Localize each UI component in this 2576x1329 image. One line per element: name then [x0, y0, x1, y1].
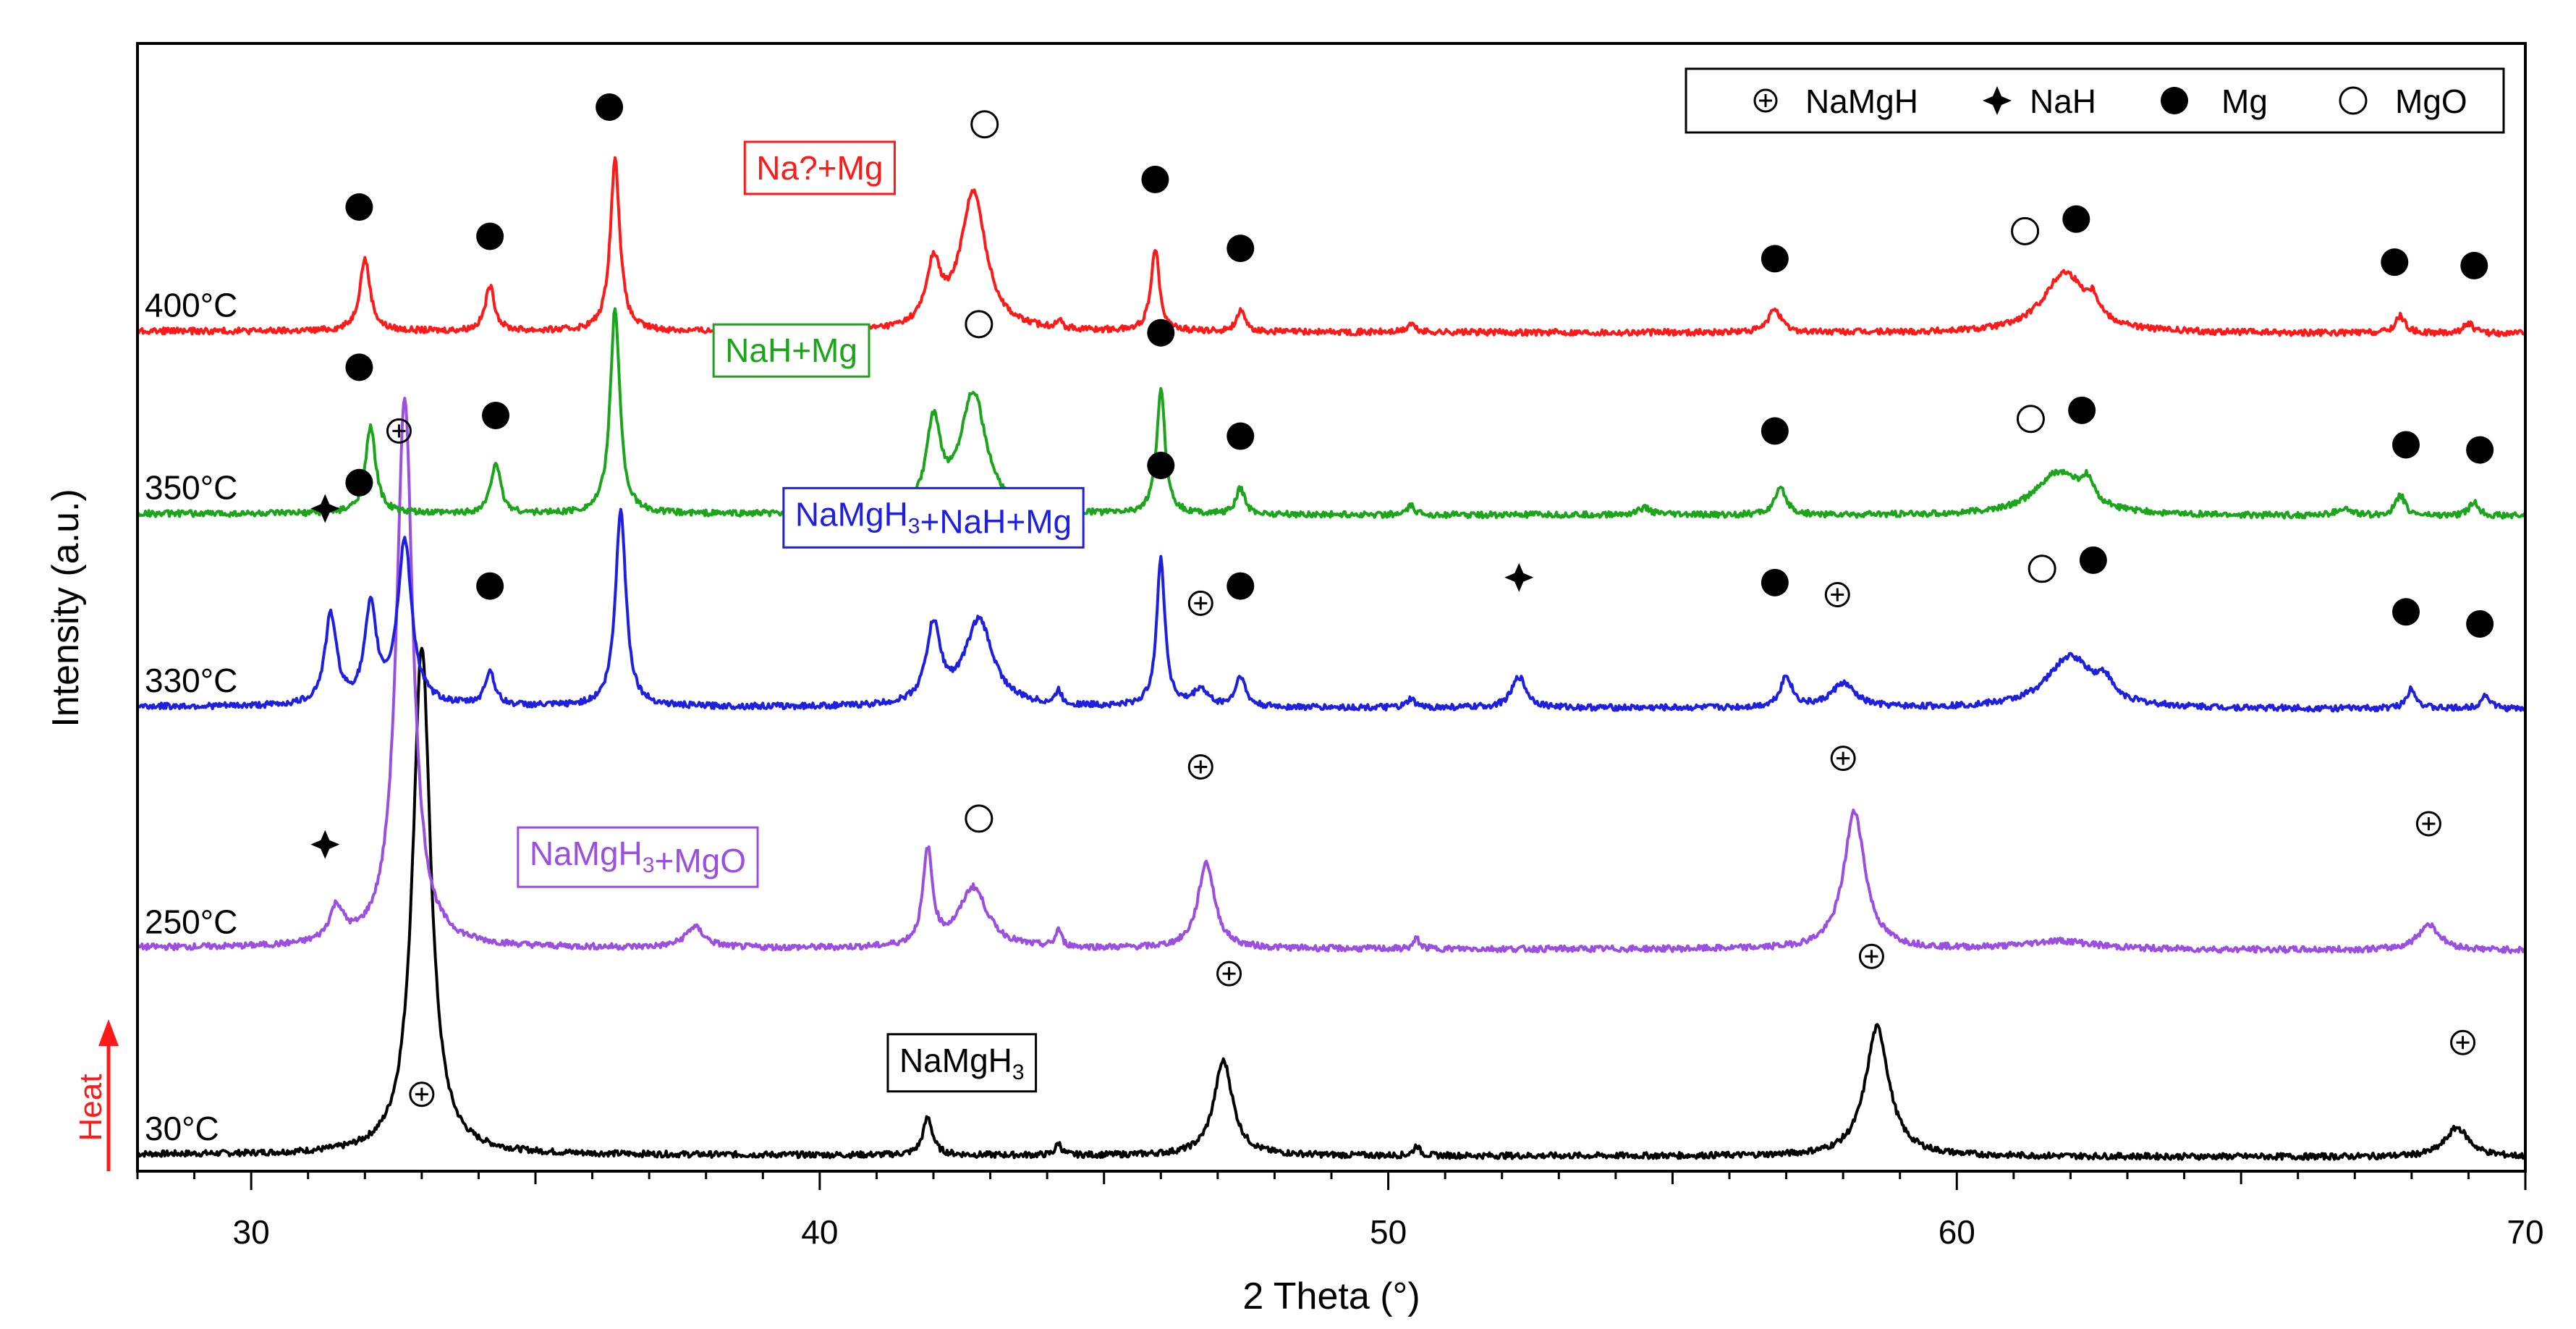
nah-marker: [310, 830, 340, 859]
legend-label-nah: NaH: [2030, 83, 2096, 120]
legend-entry-mgo: MgO: [2339, 83, 2467, 120]
mg-marker: [345, 193, 373, 221]
series-400-c: [136, 156, 2527, 338]
mg-marker: [1226, 235, 1255, 263]
namgh-marker: [1824, 582, 1850, 607]
mg-marker: [1761, 568, 1789, 596]
mg-marker: [476, 572, 504, 600]
mg-marker: [2392, 598, 2420, 626]
legend: NaMgH NaH Mg MgO: [1685, 67, 2505, 134]
series-250-c: [136, 397, 2527, 954]
x-axis-label: 2 Theta (°): [1242, 1275, 1420, 1317]
mgo-marker: [965, 310, 993, 339]
mg-marker: [2062, 205, 2090, 233]
heat-arrow-head: [98, 1019, 119, 1046]
x-axis: 30 40 50 60 70: [136, 1171, 2544, 1251]
mg-marker: [1226, 422, 1255, 450]
mg-marker: [596, 93, 624, 121]
series-layer: [136, 156, 2527, 1161]
mg-marker: [2079, 546, 2107, 574]
x-tick-label: 40: [801, 1213, 838, 1251]
temperature-label: 30°C: [145, 1110, 219, 1147]
marker-layer: [310, 93, 2494, 1108]
legend-label-mg: Mg: [2221, 83, 2268, 120]
mg-marker: [2392, 431, 2420, 459]
namgh-marker: [1187, 754, 1213, 780]
series-350-c: [136, 307, 2527, 520]
legend-entry-nah: NaH: [1983, 83, 2096, 120]
phase-label-box: [886, 1033, 1038, 1093]
temperature-label: 250°C: [145, 903, 237, 940]
open-circle-icon: [2339, 86, 2368, 115]
namgh-marker: [1858, 943, 1884, 969]
namgh-marker: [1830, 746, 1856, 772]
mgo-marker: [965, 804, 993, 833]
namgh-marker: [409, 1081, 435, 1108]
mgo-marker: [2016, 405, 2045, 434]
nah-marker: [310, 494, 340, 523]
phase-label: NaH+Mg: [725, 332, 857, 369]
namgh-marker: [1187, 590, 1213, 616]
namgh-marker: [386, 418, 412, 444]
nah-marker: [1504, 562, 1534, 592]
namgh-marker: [2415, 811, 2441, 837]
mg-marker: [345, 353, 373, 381]
legend-box: [1685, 67, 2505, 134]
y-axis-label: Intensity (a.u.): [45, 489, 87, 727]
mg-marker: [1761, 417, 1789, 445]
mgo-marker: [2028, 554, 2056, 583]
phase-label-box: [712, 323, 870, 378]
series-30-c: [137, 646, 2527, 1161]
mg-marker: [1147, 452, 1175, 479]
mg-marker: [476, 222, 504, 250]
x-tick-label: 30: [233, 1213, 270, 1251]
x-tick-label: 50: [1370, 1213, 1407, 1251]
namgh-marker: [1216, 961, 1242, 987]
legend-entry-mg: Mg: [2161, 83, 2268, 120]
mg-marker: [345, 468, 373, 497]
mg-marker: [2466, 436, 2494, 464]
oplus-icon: [1753, 88, 1778, 113]
legend-label-namgh: NaMgH: [1805, 83, 1918, 120]
mg-marker: [482, 401, 509, 429]
phase-label: NaMgH3+MgO: [530, 835, 746, 879]
phase-label: Na?+Mg: [756, 149, 883, 187]
mg-marker: [1761, 245, 1789, 273]
legend-label-mgo: MgO: [2395, 83, 2467, 120]
phase-label: NaMgH3+NaH+Mg: [795, 495, 1072, 540]
mg-marker: [2460, 251, 2488, 279]
filled-circle-icon: [2161, 87, 2188, 114]
label-layer: 30°C NaMgH3 250°C NaMgH3+MgO 330°C NaMgH3+NaH…: [145, 140, 1085, 1147]
temperature-label: 400°C: [145, 286, 237, 324]
namgh-marker: [2450, 1029, 2476, 1055]
mgo-marker: [970, 110, 999, 139]
phase-label-box: [743, 140, 896, 195]
mgo-marker: [2011, 216, 2040, 245]
phase-label-box: [782, 486, 1085, 549]
heat-indicator: Heat: [73, 1019, 119, 1171]
mg-marker: [2068, 396, 2096, 424]
mg-marker: [1147, 318, 1175, 347]
series-330-c: [136, 507, 2527, 713]
mg-marker: [1141, 165, 1169, 193]
x-tick-label: 70: [2507, 1213, 2543, 1251]
mg-marker: [2381, 248, 2409, 277]
phase-label-box: [517, 826, 759, 888]
heat-label: Heat: [73, 1074, 109, 1142]
legend-entry-namgh: NaMgH: [1753, 83, 1918, 120]
x-tick-label: 60: [1939, 1213, 1975, 1251]
phase-label: NaMgH3: [899, 1042, 1025, 1084]
temperature-label: 330°C: [145, 662, 237, 699]
mg-marker: [2466, 609, 2494, 638]
temperature-label: 350°C: [145, 469, 237, 507]
star-icon: [1983, 86, 2012, 115]
mg-marker: [1226, 572, 1255, 600]
